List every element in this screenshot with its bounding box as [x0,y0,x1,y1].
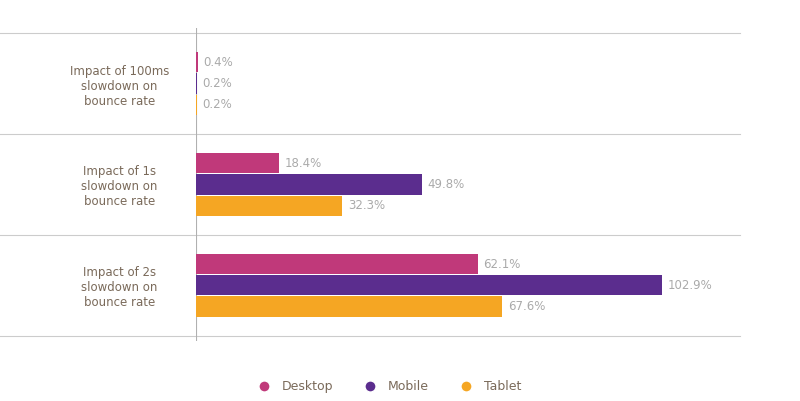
Text: 0.4%: 0.4% [203,56,233,69]
Text: 0.2%: 0.2% [202,98,232,111]
Text: 0.2%: 0.2% [202,77,232,90]
Text: 49.8%: 49.8% [427,178,465,191]
Text: 62.1%: 62.1% [483,258,520,271]
Bar [196,275,662,296]
Text: 67.6%: 67.6% [508,300,546,313]
Bar [196,254,478,274]
Bar [196,296,502,317]
Text: 32.3%: 32.3% [348,199,385,212]
Bar [196,73,197,94]
Bar [196,153,279,173]
Text: 102.9%: 102.9% [668,279,713,292]
Bar [196,95,197,115]
Bar [196,174,422,194]
Text: 18.4%: 18.4% [285,157,322,170]
Bar [196,196,342,216]
Bar [196,52,198,73]
Legend: Desktop, Mobile, Tablet: Desktop, Mobile, Tablet [246,375,526,398]
